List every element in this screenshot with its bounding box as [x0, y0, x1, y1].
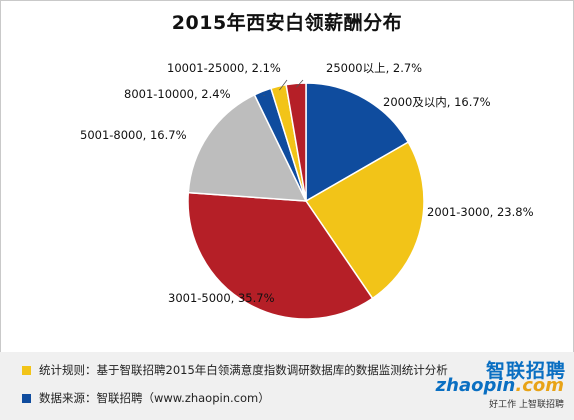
note-rule-marker: [22, 365, 31, 375]
slice-label-1: 2001-3000, 23.8%: [427, 205, 534, 219]
logo-domain-main: zhaopin: [435, 375, 516, 396]
pie-slice-6: [285, 82, 307, 202]
note-rule: 统计规则：基于智联招聘2015年白领满意度指数调研数据库的数据监测统计分析: [22, 362, 448, 378]
logo-domain-tld: .com: [515, 375, 564, 396]
note-source-text: 数据来源：智联招聘（www.zhaopin.com）: [39, 391, 270, 405]
slice-label-5: 10001-25000, 2.1%: [167, 61, 281, 75]
logo-domain: zhaopin.com: [436, 375, 564, 396]
notes-panel: 统计规则：基于智联招聘2015年白领满意度指数调研数据库的数据监测统计分析 数据…: [0, 352, 574, 420]
zhaopin-logo: 智联招聘 zhaopin.com 好工作 上智联招聘: [436, 354, 568, 414]
leader-line-5: [279, 79, 288, 91]
slice-label-6: 25000以上, 2.7%: [326, 61, 422, 75]
chart-title: 2015年西安白领薪酬分布: [171, 12, 403, 34]
slice-label-3: 5001-8000, 16.7%: [80, 128, 187, 142]
pie-slice-3: [187, 93, 308, 202]
slice-label-0: 2000及以内, 16.7%: [383, 95, 491, 109]
slice-label-4: 8001-10000, 2.4%: [124, 87, 231, 101]
pie-chart: 2000及以内, 16.7% 2001-3000, 23.8% 3001-5000,…: [80, 61, 534, 320]
slice-label-2: 3001-5000, 35.7%: [168, 291, 275, 305]
note-source: 数据来源：智联招聘（www.zhaopin.com）: [22, 390, 270, 406]
note-rule-text: 统计规则：基于智联招聘2015年白领满意度指数调研数据库的数据监测统计分析: [39, 363, 448, 377]
logo-slogan: 好工作 上智联招聘: [489, 400, 564, 410]
pie-slice-0: [305, 82, 410, 203]
note-source-marker: [22, 393, 31, 403]
leader-line-6: [296, 79, 304, 88]
pie-slice-1: [304, 141, 425, 300]
logo-name: 智联招聘: [485, 360, 566, 382]
pie-slice-2: [187, 191, 374, 320]
